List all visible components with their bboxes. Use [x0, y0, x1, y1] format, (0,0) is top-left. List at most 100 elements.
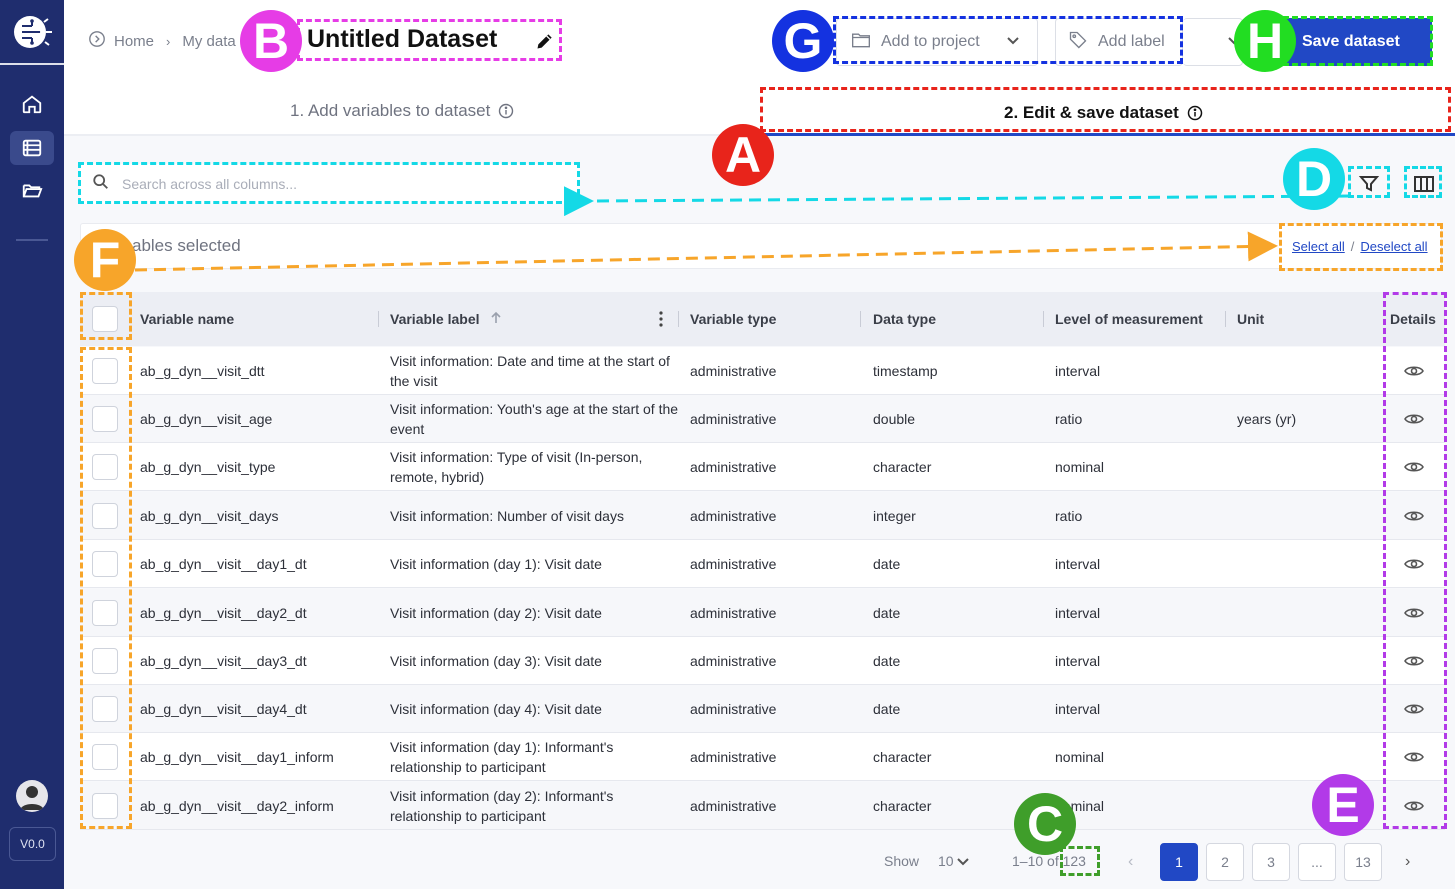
selection-actions: Select all / Deselect all — [1292, 239, 1428, 254]
table-row[interactable]: ab_g_dyn__visit__day2_dt Visit informatio… — [80, 589, 1445, 637]
chevron-down-icon — [1006, 33, 1020, 51]
prev-page-icon[interactable]: ‹ — [1128, 853, 1134, 870]
columns-icon[interactable] — [1412, 172, 1436, 196]
table-row[interactable]: ab_g_dyn__visit__day3_dt Visit informatio… — [80, 637, 1445, 685]
eye-icon[interactable] — [1402, 492, 1426, 540]
pencil-icon[interactable] — [535, 31, 555, 51]
eye-icon[interactable] — [1402, 589, 1426, 637]
row-checkbox[interactable] — [92, 744, 118, 770]
cell-data-type: date — [873, 556, 901, 572]
cell-data-type: character — [873, 459, 932, 475]
eye-icon[interactable] — [1402, 347, 1426, 395]
step-add-variables[interactable]: 1. Add variables to dataset — [290, 101, 514, 124]
eye-icon[interactable] — [1402, 733, 1426, 781]
row-checkbox[interactable] — [92, 503, 118, 529]
table-row[interactable]: ab_g_dyn__visit__day2_inform Visit inform… — [80, 782, 1445, 830]
page-title: Untitled Dataset — [307, 25, 498, 53]
selection-count: ables selected — [132, 236, 241, 255]
cell-variable-label: Visit information (day 3): Visit date — [390, 653, 602, 669]
eye-icon[interactable] — [1402, 443, 1426, 491]
col-variable-name[interactable]: Variable name — [140, 311, 235, 327]
folder-icon — [851, 31, 871, 54]
cell-variable-label: Visit information: Type of visit (In-per… — [390, 449, 643, 485]
filter-icon[interactable] — [1357, 172, 1381, 196]
row-checkbox[interactable] — [92, 793, 118, 819]
select-all-link[interactable]: Select all — [1292, 239, 1345, 254]
home-icon[interactable] — [10, 87, 54, 121]
row-checkbox[interactable] — [92, 600, 118, 626]
list-icon[interactable] — [10, 131, 54, 165]
cell-level-of-measurement: interval — [1055, 701, 1101, 717]
sidebar-divider — [0, 63, 64, 65]
cell-level-of-measurement: nominal — [1055, 749, 1105, 765]
cell-data-type: date — [873, 701, 901, 717]
cell-variable-name: ab_g_dyn__visit_age — [140, 411, 273, 427]
cell-data-type: character — [873, 798, 932, 814]
page-size-select[interactable]: 10 — [938, 853, 970, 869]
row-checkbox[interactable] — [92, 406, 118, 432]
eye-icon[interactable] — [1402, 637, 1426, 685]
cell-variable-type: administrative — [690, 508, 777, 524]
add-to-project-button[interactable]: Add to project — [836, 18, 1038, 66]
table-row[interactable]: ab_g_dyn__visit_type Visit information: T… — [80, 443, 1445, 491]
cell-variable-name: ab_g_dyn__visit__day2_dt — [140, 605, 307, 621]
step2-label: 2. Edit & save dataset — [1004, 103, 1179, 122]
page-button[interactable]: 13 — [1344, 843, 1382, 881]
page-button[interactable]: 2 — [1206, 843, 1244, 881]
breadcrumb-chevron-icon: › — [166, 33, 171, 49]
add-label-button[interactable]: Add label — [1055, 18, 1183, 66]
eye-icon[interactable] — [1402, 782, 1426, 830]
deselect-all-link[interactable]: Deselect all — [1360, 239, 1428, 254]
table-row[interactable]: ab_g_dyn__visit__day1_inform Visit inform… — [80, 733, 1445, 781]
eye-icon[interactable] — [1402, 395, 1426, 443]
select-all-checkbox[interactable] — [92, 306, 118, 332]
step-edit-save[interactable]: 2. Edit & save dataset — [1004, 103, 1203, 126]
col-data-type[interactable]: Data type — [873, 311, 937, 327]
cell-data-type: date — [873, 605, 901, 621]
brain-circuit-logo-icon[interactable] — [10, 12, 54, 52]
col-level-of-measurement[interactable]: Level of measurement — [1055, 311, 1203, 327]
table-row[interactable]: ab_g_dyn__visit_age Visit information: Yo… — [80, 395, 1445, 443]
row-checkbox[interactable] — [92, 648, 118, 674]
cell-level-of-measurement: nominal — [1055, 459, 1105, 475]
cell-variable-type: administrative — [690, 701, 777, 717]
page-ellipsis[interactable]: ... — [1298, 843, 1336, 881]
more-vertical-icon[interactable] — [658, 292, 664, 346]
cell-level-of-measurement: interval — [1055, 556, 1101, 572]
cell-variable-name: ab_g_dyn__visit__day2_inform — [140, 798, 334, 814]
arrow-up-icon — [489, 311, 503, 328]
next-page-icon[interactable]: › — [1405, 853, 1411, 870]
page-button[interactable]: 3 — [1252, 843, 1290, 881]
cell-variable-name: ab_g_dyn__visit__day1_dt — [140, 556, 307, 572]
cell-variable-label: Visit information: Youth's age at the st… — [390, 401, 679, 437]
col-variable-label[interactable]: Variable label — [390, 292, 503, 346]
col-variable-type[interactable]: Variable type — [690, 311, 777, 327]
col-unit[interactable]: Unit — [1237, 311, 1265, 327]
info-icon — [1187, 105, 1203, 126]
eye-icon[interactable] — [1402, 540, 1426, 588]
cell-level-of-measurement: interval — [1055, 653, 1101, 669]
table-row[interactable]: ab_g_dyn__visit__day4_dt Visit informatio… — [80, 685, 1445, 733]
row-checkbox[interactable] — [92, 696, 118, 722]
annotation-badge-b: B — [240, 10, 302, 72]
table-row[interactable]: ab_g_dyn__visit_dtt Visit information: Da… — [80, 347, 1445, 395]
annotation-badge-d: D — [1283, 148, 1345, 210]
row-checkbox[interactable] — [92, 358, 118, 384]
chevron-circle-icon — [88, 30, 106, 52]
breadcrumb-home[interactable]: Home — [114, 32, 155, 50]
table-row[interactable]: ab_g_dyn__visit_days Visit information: N… — [80, 492, 1445, 540]
save-dataset-button[interactable]: Save dataset — [1285, 18, 1432, 66]
row-checkbox[interactable] — [92, 551, 118, 577]
search-input[interactable] — [122, 176, 522, 192]
breadcrumb-current[interactable]: My data — [182, 32, 236, 50]
cell-unit: years (yr) — [1237, 411, 1297, 427]
annotation-badge-e: E — [1312, 774, 1374, 836]
slash-separator: / — [1350, 239, 1355, 254]
column-divider — [1225, 311, 1226, 327]
eye-icon[interactable] — [1402, 685, 1426, 733]
avatar[interactable] — [16, 780, 48, 812]
page-button[interactable]: 1 — [1160, 843, 1198, 881]
folder-open-icon[interactable] — [10, 173, 54, 207]
row-checkbox[interactable] — [92, 454, 118, 480]
table-row[interactable]: ab_g_dyn__visit__day1_dt Visit informatio… — [80, 540, 1445, 588]
